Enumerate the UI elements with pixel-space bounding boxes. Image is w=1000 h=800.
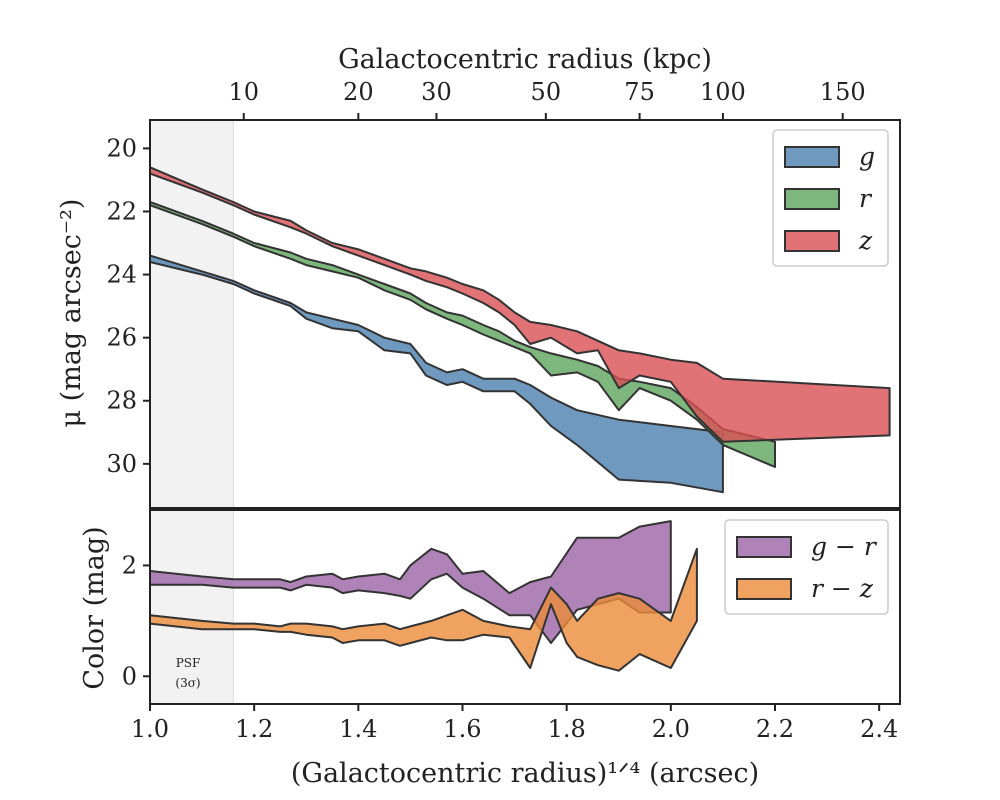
sb-legend-label-0: g [859,142,875,171]
kpc-tick-label-6: 150 [820,78,866,106]
sb-ytick-label-1: 22 [106,197,137,225]
surface-brightness-legend: grz [772,129,889,267]
bottom-y-axis-title: Color (mag) [79,526,110,689]
sb-band-2 [149,166,891,443]
bottom-x-axis-title: (Galactocentric radius)¹ᐟ⁴ (arcsec) [291,758,759,789]
kpc-tick-label-0: 10 [228,78,259,106]
color-y-ticks: 02 [122,551,150,690]
bottom-panel-frame [149,509,901,705]
color-bands [149,520,698,672]
sb-legend-label-1: r [859,184,873,213]
sb-legend-swatch-2 [784,230,840,252]
color-ytick-label-0: 0 [122,662,137,690]
surface-brightness-y-ticks: 20 22 24 26 28 30 [106,134,150,478]
kpc-tick-label-2: 30 [421,78,452,106]
sb-ytick-label-5: 30 [106,450,137,478]
color-legend-label-0: g − r [811,532,878,561]
sb-ytick-label-0: 20 [106,134,137,162]
kpc-tick-label-3: 50 [531,78,562,106]
sb-legend-label-2: z [858,226,873,255]
top-panel-frame [149,119,901,509]
galactocentric-kpc-ticks: 10 20 30 50 75 100 150 [228,78,866,120]
radius-tick-label-5: 2.0 [652,715,690,743]
sb-ytick-label-3: 26 [106,324,137,352]
color-panel: 02 1.0 1.2 1.4 1.6 1.8 2.0 2.2 2.4 PSF (3σ) (Ga… [79,509,901,789]
sb-band-1 [149,201,776,468]
radius-tick-label-1: 1.2 [235,715,273,743]
kpc-tick-label-1: 20 [343,78,374,106]
color-legend-label-1: r − z [811,574,874,603]
psf-note-line2: (3σ) [175,676,200,690]
sb-ytick-label-2: 24 [106,261,137,289]
surface-brightness-panel: 20 22 24 26 28 30 10 20 30 50 75 100 150 Galactocen… [56,44,901,509]
radius-tick-label-6: 2.2 [756,715,794,743]
color-legend-swatch-1 [736,578,792,600]
color-ytick-label-1: 2 [122,551,137,579]
bottom-panel-psf-region [150,510,234,704]
sb-band-0 [149,254,724,494]
radius-tick-label-2: 1.4 [339,715,377,743]
color-legend: g − r r − z [724,519,889,615]
surface-brightness-bands [149,166,891,494]
radius-tick-label-3: 1.6 [443,715,481,743]
sb-legend-swatch-0 [784,146,840,168]
radius-tick-label-7: 2.4 [860,715,898,743]
color-band-1 [149,547,698,672]
top-x-axis-title: Galactocentric radius (kpc) [338,44,712,75]
psf-note-line1: PSF [176,656,201,670]
color-legend-swatch-0 [736,536,792,558]
radius-tick-label-4: 1.8 [548,715,586,743]
sb-ytick-label-4: 28 [106,387,137,415]
radius-x-ticks: 1.0 1.2 1.4 1.6 1.8 2.0 2.2 2.4 [131,704,898,743]
kpc-tick-label-4: 75 [624,78,655,106]
radius-tick-label-0: 1.0 [131,715,169,743]
kpc-tick-label-5: 100 [700,78,746,106]
sb-legend-swatch-1 [784,188,840,210]
top-y-axis-title: μ (mag arcsec⁻²) [56,199,87,428]
